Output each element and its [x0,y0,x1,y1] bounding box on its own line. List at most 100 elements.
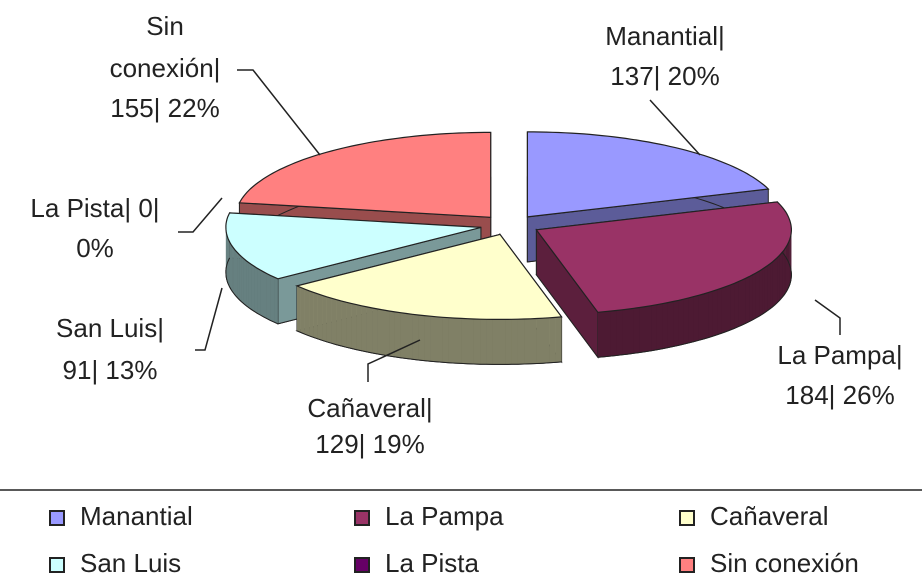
slice-side [233,248,236,296]
slice-side [662,302,668,349]
legend-swatch [354,510,370,526]
slice-side [597,311,604,358]
leader-line [649,99,701,156]
legend-swatch [679,510,695,526]
slice-side [480,319,487,365]
slice-side [448,317,455,364]
data-label: 91| 13% [63,355,158,385]
legend-swatch [49,557,65,573]
slice-side [412,314,419,360]
slice-side [784,247,786,295]
slice-side [511,319,518,365]
slice-side [406,313,413,360]
slice-side [322,295,327,342]
slice-side [383,310,390,356]
slice-side [789,239,790,287]
slice-side [356,304,362,351]
slice-side [745,276,750,324]
data-label: 155| 22% [110,93,219,123]
slice-top [295,233,563,320]
legend-label: Manantial [80,501,193,531]
slice-side [698,294,704,341]
slice-side [461,318,468,364]
slice-side [775,257,778,305]
slice-side [730,283,735,330]
slice-side [239,254,242,302]
slice-side [726,285,731,332]
slice-side [693,295,699,342]
slice-side [779,253,781,301]
slice-side [555,316,562,363]
slice-side-edge [296,330,562,365]
slice-top [526,131,770,218]
slice-side [389,311,395,357]
slice-side [377,309,384,355]
slice-top [238,131,492,218]
slice-side [734,281,739,329]
slice-side [455,318,462,364]
slice-side [517,319,525,365]
slice-side [712,289,718,337]
leader-line [195,287,223,351]
slice-side [372,308,378,354]
legend-swatch [354,557,370,573]
slice-side [351,303,357,350]
slice-side [785,245,787,293]
slice-side [331,298,337,345]
slice-side [738,280,742,327]
legend-label: San Luis [80,548,181,578]
slice-side [767,263,771,311]
data-label: 129| 19% [315,429,424,459]
legend-swatch [679,557,695,573]
leader-line [814,299,841,335]
legend-label: Cañaveral [710,501,829,531]
slice-side [651,304,657,351]
data-label: 0% [76,233,114,263]
slice-side [418,315,425,361]
slice-side [260,270,264,317]
slice-side [237,252,240,300]
slice-side-edge [225,257,279,325]
slice-side [759,269,763,317]
slice-side [790,235,791,283]
slice-side [436,316,443,363]
data-label: San Luis| [56,313,164,343]
slice-side [248,262,252,310]
legend-label: La Pampa [385,501,504,531]
slice-side [703,292,709,339]
data-label: conexión| [110,53,221,83]
slice-side [770,261,773,309]
pie [225,131,793,365]
slice-side [430,316,437,362]
slice-side [639,306,646,353]
slice-side [762,267,765,315]
slice-side-edge [597,246,792,358]
slice-side [366,306,373,353]
slice-side [683,297,689,345]
slice-side [473,319,481,365]
slice-side [346,302,352,349]
slice-side [492,319,499,365]
slice-side [254,266,258,314]
slice-side [782,249,785,297]
slice-top [225,212,482,280]
slice-side [749,274,753,322]
slice-side [788,241,789,289]
slice-side [742,278,746,325]
legend-label: La Pista [385,548,479,578]
slice-side [536,318,543,364]
slice-side [499,319,506,365]
slice-side [764,265,768,313]
slice-side [304,289,310,336]
slice-side [394,311,401,358]
slice-side [789,237,791,285]
slice-side [781,251,783,299]
slice-side [667,301,674,348]
slice-side [678,299,684,346]
slice-side [235,250,238,298]
slice-side [270,275,275,323]
slice-side [266,273,271,321]
data-label: La Pista| 0| [30,193,159,223]
slice-side [243,258,247,306]
